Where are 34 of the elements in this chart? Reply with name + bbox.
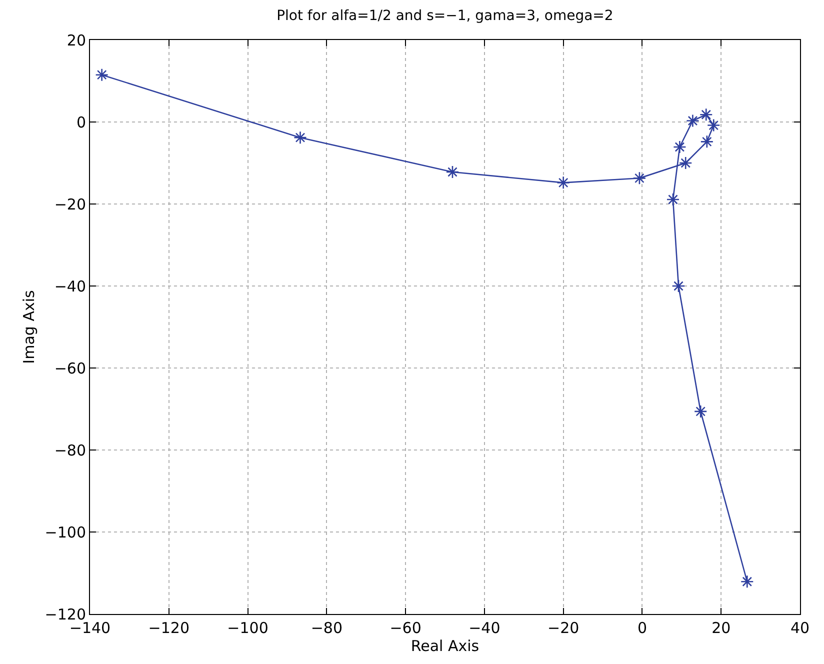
y-axis-title: Imag Axis	[20, 290, 38, 364]
point	[556, 176, 570, 190]
y-tick-label: −20	[54, 195, 86, 214]
x-axis-title: Real Axis	[410, 637, 480, 655]
point	[694, 404, 708, 418]
y-tick-label: −80	[54, 441, 86, 460]
y-tick-label: −40	[54, 277, 86, 296]
x-tick-label: −20	[548, 619, 580, 637]
point	[686, 114, 700, 128]
x-tick-label: −120	[148, 619, 190, 637]
x-tick-label: −100	[227, 619, 268, 637]
x-tick-label: 20	[712, 619, 731, 637]
y-tick-label: 20	[66, 31, 86, 50]
x-tick-label: 40	[790, 619, 810, 637]
point	[672, 279, 686, 293]
point	[95, 68, 108, 82]
y-tick-label: −60	[54, 359, 86, 378]
point	[699, 108, 713, 122]
point	[632, 172, 646, 185]
y-tick-label: 0	[76, 113, 86, 132]
point	[740, 574, 754, 588]
point	[294, 130, 307, 144]
point	[700, 135, 714, 148]
point	[666, 192, 680, 206]
x-tick-label: −80	[310, 619, 342, 637]
point	[706, 118, 720, 132]
point	[678, 156, 692, 170]
x-tick-label: −60	[390, 619, 422, 637]
x-tick-label: −40	[468, 619, 500, 637]
chart-title: Plot for alfa=1/2 and s=−1, gama=3, omega=2	[276, 8, 614, 24]
point	[446, 165, 460, 179]
x-tick-label: 0	[637, 619, 647, 637]
y-tick-label: −100	[44, 523, 86, 542]
point	[673, 140, 686, 154]
